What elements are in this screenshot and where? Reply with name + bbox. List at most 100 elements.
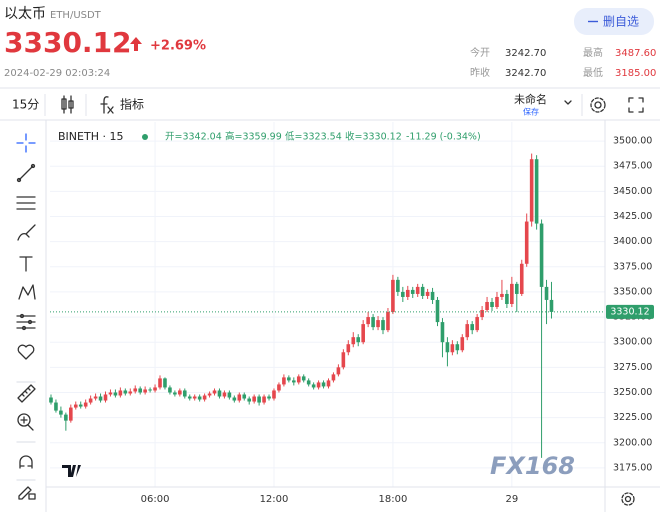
candle-body [128,391,133,394]
up-arrow [130,37,142,51]
x-tick-label: 12:00 [260,494,289,505]
candle-body [539,223,544,287]
candle-body [143,389,147,393]
candle-body [168,387,172,393]
candle-body [445,342,450,353]
candle-body [396,279,400,292]
candle-body [237,394,242,401]
candle-body [356,337,361,343]
pair: ETH/USDT [50,10,102,21]
candle-body [277,384,281,391]
y-tick-label: 3450.00 [613,186,652,197]
last-price-tag [606,304,654,319]
indicators[interactable]: 指标 [120,97,144,112]
button-label[interactable]: 删自选 [603,15,639,29]
tv-logo [62,465,81,477]
candle-body [361,324,365,343]
candle-body [227,392,232,398]
candle-body [425,291,430,296]
sidebar-tools[interactable] [16,133,36,500]
candle-body [64,414,68,421]
status-dot [142,134,148,140]
y-tick-label: 3375.00 [613,261,652,272]
candle-body [371,317,375,328]
candle-body [430,291,435,300]
candle-body [420,286,425,296]
candle-body [182,390,187,397]
plot-area [49,122,605,487]
candle-body [301,376,306,381]
candle-body [202,395,207,400]
candle-body [222,392,227,397]
candle-body [490,301,494,308]
candle-body [529,159,534,222]
save[interactable]: 保存 [523,107,539,117]
candle-body [282,377,286,385]
y-tick-label: 3300.00 [613,337,652,348]
candle-body [386,312,390,331]
candle-body [415,286,420,294]
candle-body [401,291,405,297]
stat-value: 3185.00 [615,68,656,79]
watermark: FX168 [490,452,575,480]
candle-body [549,299,554,312]
y-tick-label: 3225.00 [613,412,652,423]
candle-body [123,390,128,394]
candle-body [485,301,489,311]
candle-body [381,320,385,331]
candle-body [267,396,271,399]
y-tick-label: 3275.00 [613,362,652,373]
candle-icon[interactable] [61,95,74,114]
chevron[interactable] [564,100,572,105]
candle-body [440,322,445,343]
candle-body [450,344,455,353]
legend-close: 收=3330.12 [345,131,402,143]
candle-body [311,384,316,388]
fullscreen-icon[interactable] [628,97,644,113]
watchlist-button[interactable] [574,8,654,35]
last-price-label: 3330.12 [610,306,649,317]
candle-body [475,317,479,331]
y-tick-label: 3500.00 [613,136,652,147]
candle-body [247,398,252,402]
candle-body [59,410,63,415]
y-tick-label: 3475.00 [613,161,652,172]
candle-body [321,382,326,387]
candle-body [73,404,78,408]
candle-body [197,396,202,400]
stat-label: 最高 [583,46,603,59]
interval[interactable]: 15分 [12,98,39,112]
settings-icon[interactable] [590,97,606,113]
legend-high: 高=3359.99 [225,131,282,143]
legend-symbol: BINETH · 15 [58,130,123,143]
candle-body [207,393,212,396]
y-tick-label: 3250.00 [613,387,652,398]
candle-body [510,283,514,304]
candle-body [212,390,217,394]
candle-body [341,352,346,368]
layout-name[interactable]: 未命名 [514,92,547,106]
candle-body [326,380,331,387]
axis-settings[interactable] [621,492,635,506]
change: +2.69% [150,39,206,54]
y-tick-label: 3175.00 [613,462,652,473]
candle-body [316,382,321,388]
candle-body [69,407,73,421]
stat-label: 今开 [470,46,490,59]
candle-body [98,396,103,401]
y-tick-label: 3200.00 [613,437,652,448]
candle-body [93,396,98,399]
x-tick-label: 06:00 [141,494,170,505]
fx-icon[interactable] [100,96,114,114]
stat-value: 3487.60 [615,48,656,59]
candle-body [336,367,341,375]
stat-value: 3242.70 [505,68,546,79]
x-tick-label: 18:00 [378,494,407,505]
candle-body [262,396,266,403]
candle-body [148,389,152,391]
y-tick-label: 3400.00 [613,236,652,247]
candle-body [346,344,351,353]
candle-body [480,310,484,318]
